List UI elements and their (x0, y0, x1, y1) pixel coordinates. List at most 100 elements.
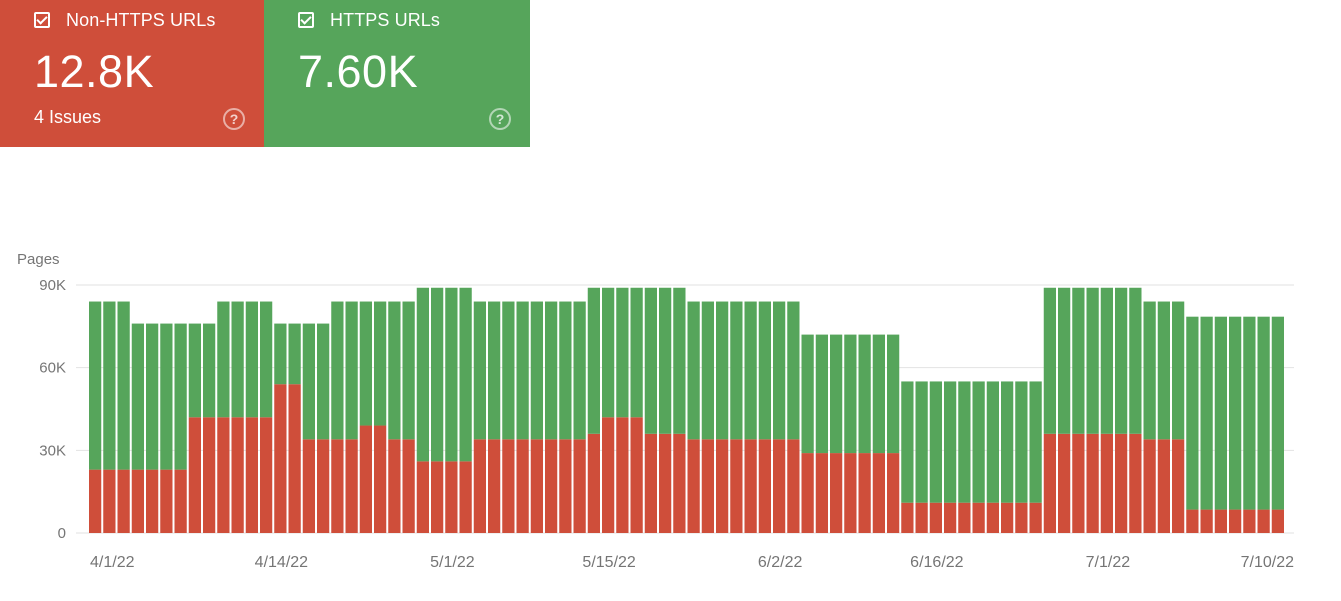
bar-non-https (787, 439, 800, 533)
bar-https (459, 287, 472, 462)
bar-https (630, 287, 643, 418)
x-tick-label: 6/16/22 (910, 554, 963, 571)
bar-https (89, 301, 102, 470)
bar-https (1115, 287, 1128, 434)
bar-non-https (445, 461, 458, 533)
bar-https (815, 334, 828, 454)
bar-non-https (944, 502, 957, 533)
bar-non-https (573, 439, 586, 533)
bar-non-https (516, 439, 529, 533)
bar-non-https (1043, 433, 1056, 533)
bar-non-https (317, 439, 330, 533)
bar-non-https (915, 502, 928, 533)
bar-https (830, 334, 843, 454)
bar-https (758, 301, 771, 440)
bar-https (687, 301, 700, 440)
x-tick-label: 6/2/22 (758, 554, 803, 571)
bar-https (473, 301, 486, 440)
non-https-card[interactable]: Non-HTTPS URLs 12.8K 4 Issues ? (0, 0, 264, 147)
y-tick-label: 60K (39, 360, 66, 377)
bar-non-https (659, 433, 672, 533)
bar-https (929, 381, 942, 503)
bar-https (1271, 316, 1284, 510)
bar-non-https (687, 439, 700, 533)
bar-non-https (616, 417, 629, 533)
bar-non-https (872, 453, 885, 533)
bar-non-https (958, 502, 971, 533)
bar-non-https (858, 453, 871, 533)
bar-https (217, 301, 230, 418)
help-circle-icon[interactable]: ? (489, 108, 511, 130)
bar-non-https (1172, 439, 1185, 533)
y-tick-label: 0 (58, 525, 66, 542)
bar-non-https (103, 469, 116, 533)
bar-https (188, 323, 201, 418)
bar-non-https (473, 439, 486, 533)
bar-https (231, 301, 244, 418)
bar-https (274, 323, 287, 385)
bar-https (701, 301, 714, 440)
https-card[interactable]: HTTPS URLs 7.60K ? (264, 0, 530, 147)
issues-count: 4 Issues (34, 107, 102, 127)
bar-https (359, 301, 372, 426)
bar-https (801, 334, 814, 454)
bar-https (331, 301, 344, 440)
bar-non-https (488, 439, 501, 533)
bar-https (573, 301, 586, 440)
non-https-card-header: Non-HTTPS URLs (34, 9, 215, 31)
bar-https (345, 301, 358, 440)
bar-https (559, 301, 572, 440)
bar-non-https (701, 439, 714, 533)
card-title: HTTPS URLs (330, 9, 441, 30)
x-tick-label: 4/14/22 (255, 554, 308, 571)
bar-https (1129, 287, 1142, 434)
bar-https (317, 323, 330, 440)
bar-non-https (188, 417, 201, 533)
bar-non-https (131, 469, 144, 533)
bar-https (1043, 287, 1056, 434)
bar-non-https (231, 417, 244, 533)
bar-https (787, 301, 800, 440)
bar-https (288, 323, 301, 385)
bar-non-https (1186, 509, 1199, 533)
bar-non-https (758, 439, 771, 533)
bar-non-https (1143, 439, 1156, 533)
bar-https (1072, 287, 1085, 434)
bar-https (160, 323, 173, 470)
bar-https (1157, 301, 1170, 440)
bar-https (844, 334, 857, 454)
bar-non-https (374, 425, 387, 533)
bar-https (1214, 316, 1227, 510)
bar-non-https (815, 453, 828, 533)
bar-https (530, 301, 543, 440)
bar-non-https (1257, 509, 1270, 533)
bar-https (131, 323, 144, 470)
bar-https (1100, 287, 1113, 434)
x-tick-label: 5/1/22 (430, 554, 475, 571)
bar-https (1186, 316, 1199, 510)
bar-non-https (274, 384, 287, 533)
checkbox-icon[interactable] (298, 12, 314, 28)
bar-non-https (1086, 433, 1099, 533)
bar-https (302, 323, 315, 440)
bar-non-https (459, 461, 472, 533)
help-circle-icon[interactable]: ? (223, 108, 245, 130)
bar-https (1243, 316, 1256, 510)
bar-non-https (1200, 509, 1213, 533)
bar-non-https (730, 439, 743, 533)
bar-non-https (302, 439, 315, 533)
bar-https (587, 287, 600, 434)
checkbox-icon[interactable] (34, 12, 50, 28)
x-tick-label: 7/1/22 (1086, 554, 1131, 571)
bar-non-https (929, 502, 942, 533)
bar-https (730, 301, 743, 440)
bar-non-https (1243, 509, 1256, 533)
bar-non-https (530, 439, 543, 533)
bar-https (1015, 381, 1028, 503)
bar-https (1001, 381, 1014, 503)
bar-non-https (844, 453, 857, 533)
bar-https (972, 381, 985, 503)
bar-https (1229, 316, 1242, 510)
bar-non-https (744, 439, 757, 533)
bar-non-https (431, 461, 444, 533)
